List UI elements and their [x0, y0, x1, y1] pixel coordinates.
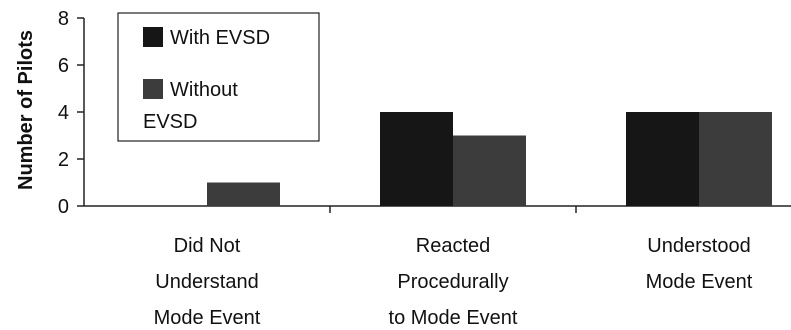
y-tick-label: 4 — [58, 102, 69, 124]
y-tick-label: 0 — [58, 196, 69, 218]
bar-with-evsd-2 — [626, 112, 699, 206]
bars — [207, 112, 772, 206]
category-labels: Did Not Understand Mode Event Reacted Proced… — [154, 235, 753, 329]
category-label: to Mode Event — [389, 307, 518, 329]
legend-swatch — [143, 27, 163, 47]
category-label: Understood — [647, 235, 750, 257]
y-tick-label: 8 — [58, 8, 69, 30]
category-label: Mode Event — [154, 307, 261, 329]
legend: With EVSD Without EVSD — [117, 12, 320, 142]
category-label: Did Not — [174, 235, 241, 257]
category-label: Mode Event — [646, 271, 753, 293]
legend-swatch — [143, 79, 163, 99]
legend-label: EVSD — [143, 111, 197, 133]
y-tick-label: 6 — [58, 55, 69, 77]
y-tick-label: 2 — [58, 149, 69, 171]
bar-without-evsd-1 — [453, 135, 526, 206]
category-label: Procedurally — [397, 271, 508, 293]
legend-label: Without — [170, 79, 238, 101]
legend-label: With EVSD — [170, 27, 270, 49]
bar-without-evsd-0 — [207, 182, 280, 206]
category-label: Understand — [155, 271, 258, 293]
category-label: Reacted — [416, 235, 491, 257]
y-axis-title: Number of Pilots — [15, 30, 37, 190]
bar-without-evsd-2 — [699, 112, 772, 206]
bar-with-evsd-1 — [380, 112, 453, 206]
